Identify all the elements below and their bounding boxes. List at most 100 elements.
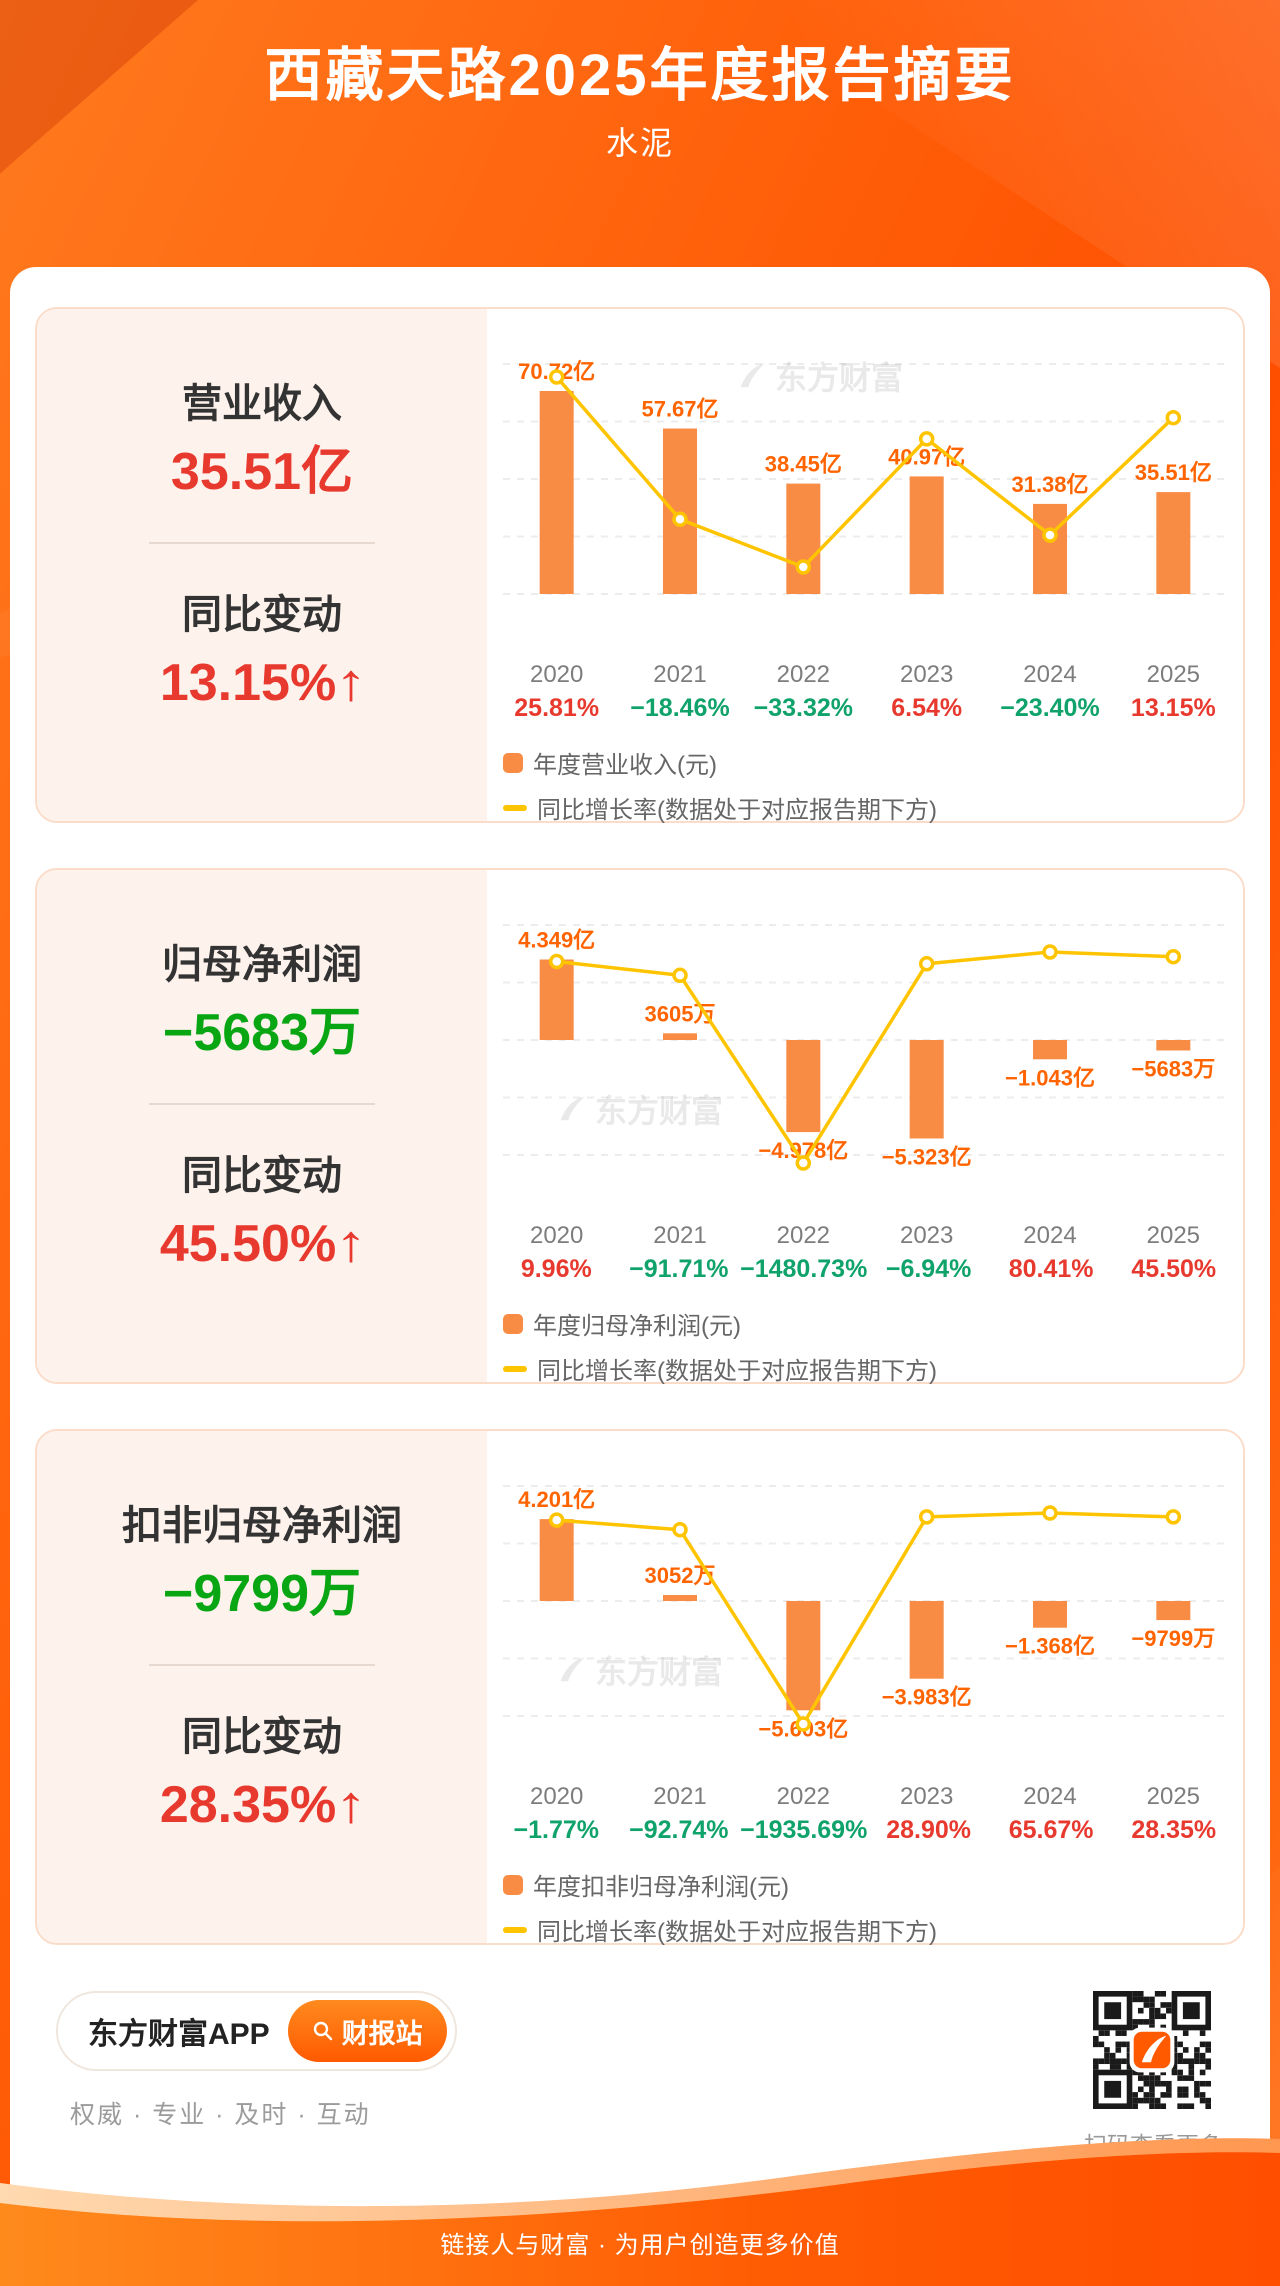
change-value-text: 13.15% <box>159 653 337 712</box>
growth-rate-label: −92.74% <box>629 1816 729 1844</box>
line-marker <box>795 1155 812 1171</box>
growth-rate-label: 6.54% <box>891 694 963 722</box>
up-arrow-icon: ↑ <box>334 653 368 712</box>
year-label: 2024 <box>1023 661 1077 688</box>
change-value-text: 28.35% <box>159 1775 337 1834</box>
year-label: 2021 <box>653 1222 707 1249</box>
watermark-logo-icon <box>740 363 765 388</box>
change-value-text: 45.50% <box>159 1214 337 1273</box>
bar <box>663 1595 697 1601</box>
up-arrow-icon: ↑ <box>334 1775 368 1834</box>
divider <box>149 1102 375 1105</box>
metric-label: 营业收入 <box>182 382 342 426</box>
line-marker <box>795 1716 812 1732</box>
line-marker <box>1165 409 1182 426</box>
legend-bar-label: 年度营业收入(元) <box>533 752 717 779</box>
bar <box>539 959 574 1040</box>
year-row: 2020 2021 2022 2023 2024 2025 <box>495 1222 1235 1250</box>
page-subtitle: 水泥 <box>605 124 674 161</box>
watermark: 东方财富 <box>557 1086 723 1132</box>
metric-label: 归母净利润 <box>162 943 362 987</box>
growth-rate-label: 13.15% <box>1130 694 1216 722</box>
watermark-text: 东方财富 <box>775 360 904 396</box>
year-label: 2023 <box>899 1783 954 1810</box>
divider <box>149 1663 375 1666</box>
line-marker <box>918 1509 935 1525</box>
metric-value: −5683万 <box>162 1004 362 1062</box>
line-marker <box>918 956 935 972</box>
line-marker <box>548 1512 565 1528</box>
bar-value-label: 57.67亿 <box>641 397 718 422</box>
tagline: 权威 · 专业 · 及时 · 互动 <box>70 2101 371 2129</box>
legend-line-swatch <box>503 1926 527 1933</box>
cards-container: 营业收入 35.51亿 同比变动 13.15%↑ 东方财富 70.72亿57.6… <box>10 267 1270 1946</box>
bar <box>1033 1601 1067 1628</box>
line-marker <box>548 953 565 970</box>
growth-rate-label: −1480.73% <box>740 1255 868 1283</box>
metric-label: 扣非归母净利润 <box>122 1504 402 1548</box>
year-label: 2025 <box>1146 1783 1201 1810</box>
legend-line-swatch <box>503 1365 527 1372</box>
app-name: 东方财富APP <box>88 2018 270 2051</box>
bar-value-label: 31.38亿 <box>1011 472 1088 497</box>
legend-item-bar: 年度营业收入(元) <box>503 745 1243 780</box>
change-label: 同比变动 <box>182 592 342 637</box>
bar-value-label: 4.201亿 <box>518 1487 595 1512</box>
legend-bar-swatch <box>503 1313 523 1334</box>
line-marker <box>548 369 565 385</box>
chart-area: 东方财富 4.201亿3052万−5.603亿−3.983亿−1.368亿−97… <box>487 1431 1243 1946</box>
year-label: 2022 <box>776 661 831 688</box>
growth-rate-label: −18.46% <box>630 694 730 722</box>
year-row: 2020 2021 2022 2023 2024 2025 <box>495 1783 1235 1811</box>
chart-legend: 年度归母净利润(元) 同比增长率(数据处于对应报告期下方) <box>503 1306 1243 1386</box>
growth-row: 9.96% −91.71% −1480.73% −6.94% 80.41% 45.50% <box>495 1255 1235 1284</box>
revenue-card: 营业收入 35.51亿 同比变动 13.15%↑ 东方财富 70.72亿57.6… <box>35 307 1245 825</box>
year-label: 2025 <box>1146 1222 1201 1249</box>
year-label: 2020 <box>529 661 584 688</box>
line-marker <box>1165 1509 1182 1525</box>
bar <box>539 1519 574 1601</box>
growth-rate-label: 28.90% <box>886 1816 971 1844</box>
growth-rate-label: −1935.69% <box>740 1816 868 1844</box>
bar <box>1033 503 1067 594</box>
report-station-button[interactable]: 财报站 <box>287 2000 447 2062</box>
growth-line <box>556 950 1174 1165</box>
year-label: 2024 <box>1023 1222 1077 1249</box>
line-marker <box>672 511 688 528</box>
line-marker <box>918 431 935 447</box>
legend-bar-label: 年度归母净利润(元) <box>533 1313 741 1340</box>
watermark-logo-icon <box>560 1657 585 1682</box>
bar-value-label: 35.51亿 <box>1135 460 1212 485</box>
year-label: 2024 <box>1023 1783 1077 1810</box>
year-label: 2021 <box>653 1783 707 1810</box>
up-arrow-icon: ↑ <box>334 1214 368 1273</box>
bar <box>786 483 821 594</box>
bar <box>1033 1040 1067 1060</box>
watermark-text: 东方财富 <box>595 1654 724 1690</box>
growth-rate-label: 65.67% <box>1008 1816 1094 1844</box>
change-value: 45.50%↑ <box>159 1214 368 1273</box>
bar <box>1156 492 1191 594</box>
bar-value-label: −3.983亿 <box>882 1685 972 1710</box>
watermark-logo-icon <box>560 1096 585 1121</box>
growth-row: 25.81% −18.46% −33.32% 6.54% −23.40% 13.15% <box>495 694 1235 723</box>
metric-panel: 归母净利润 −5683万 同比变动 45.50%↑ <box>37 870 487 1382</box>
growth-rate-label: −6.94% <box>885 1255 972 1283</box>
change-value: 28.35%↑ <box>159 1775 368 1834</box>
legend-item-line: 同比增长率(数据处于对应报告期下方) <box>503 790 1243 825</box>
legend-bar-label: 年度扣非归母净利润(元) <box>533 1874 789 1901</box>
report-station-label: 财报站 <box>341 2018 423 2049</box>
line-marker <box>1042 1505 1058 1521</box>
watermark: 东方财富 <box>737 353 903 399</box>
legend-line-label: 同比增长率(数据处于对应报告期下方) <box>537 797 937 824</box>
bar <box>786 1040 821 1133</box>
bottom-slogan: 链接人与财富 · 为用户创造更多价值 <box>440 2232 840 2259</box>
change-label: 同比变动 <box>182 1153 342 1198</box>
bar-value-label: −1.368亿 <box>1005 1634 1095 1659</box>
bar-value-label: 4.349亿 <box>518 928 595 953</box>
line-marker <box>1042 944 1058 960</box>
